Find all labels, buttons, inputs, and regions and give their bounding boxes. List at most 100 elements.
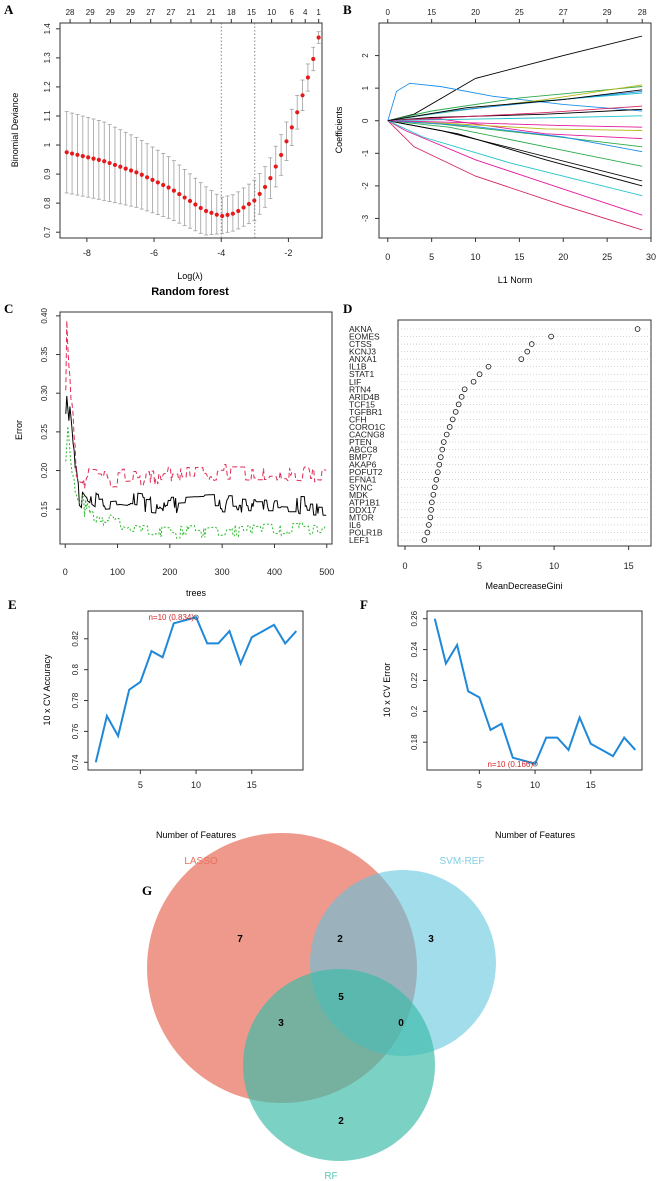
x-tick-label: 5 <box>138 780 143 790</box>
gene-label: MDK <box>349 490 368 500</box>
gini-point <box>440 439 447 445</box>
deviance-point <box>64 150 69 155</box>
coef-line <box>387 120 643 153</box>
axis-ticks-f: 5 10 15 0.18 0.2 0.22 0.24 0.26 <box>410 610 596 790</box>
coef-line <box>387 120 643 231</box>
gene-label: TCF15 <box>349 399 375 409</box>
top-tick-label-a: 27 <box>166 8 175 17</box>
y-tick-label: 0.2 <box>410 705 419 717</box>
deviance-point <box>134 170 139 175</box>
axis-ticks-c: 0 100 200 300 400 500 0.15 0.20 0.25 0.30 0.35 0.40 <box>40 308 334 577</box>
y-tick-label-c: 0.15 <box>40 501 49 517</box>
deviance-point <box>123 166 128 171</box>
axis-ticks-a: -8 -6 -4 -2 0.7 0.8 0.9 1 1.1 1.2 1.3 1.4 28 29 29 29 27… <box>43 8 321 258</box>
y-tick-label-a: 1.3 <box>43 52 52 64</box>
gene-label: EOMES <box>349 332 380 342</box>
deviance-point <box>193 202 198 207</box>
top-tick-label-b: 15 <box>427 8 436 17</box>
error-series <box>65 395 327 516</box>
gini-point <box>449 416 456 423</box>
top-tick-label-a: 21 <box>207 8 216 17</box>
y-tick-label-a: 1.2 <box>43 81 52 93</box>
gini-point <box>470 378 477 385</box>
x-tick-label-b: 5 <box>429 252 434 262</box>
x-tick-label-a: -2 <box>284 248 292 258</box>
deviance-point <box>171 188 177 193</box>
y-tick-label: 0.82 <box>71 630 80 646</box>
error-series <box>65 320 327 489</box>
gene-label: POLR1B <box>349 527 383 537</box>
deviance-point <box>279 152 284 158</box>
deviance-point <box>214 212 219 217</box>
plot-frame-b <box>378 22 652 239</box>
deviance-point <box>273 164 278 169</box>
coef-line <box>387 89 643 122</box>
panel-f-cv-error: F 5 10 150.180.20.220.240.26 n=10 (0.166) … <box>360 597 643 840</box>
panel-a-lasso-cv: A -8 -6 -4 -2 0.7 0.8 0.9 1 1.1 1.2 1.3 1.4 28 29 29 29… <box>4 2 323 298</box>
deviance-point <box>80 153 85 159</box>
gini-point <box>443 431 450 438</box>
deviance-point <box>145 175 150 180</box>
axis-ticks-d: 0 5 10 15 <box>402 546 634 571</box>
x-tick-label-c: 100 <box>110 567 125 577</box>
deviance-point <box>118 164 123 169</box>
gini-point <box>485 363 492 370</box>
deviance-point <box>102 159 107 164</box>
deviance-point <box>268 176 273 181</box>
gene-label: ABCC8 <box>349 445 378 455</box>
gene-label: ANXA1 <box>349 354 377 364</box>
venn-label-svm-ref: SVM-REF <box>440 856 485 867</box>
deviance-point <box>182 195 187 200</box>
deviance-point <box>161 182 166 188</box>
gene-label: DDX17 <box>349 505 377 515</box>
x-tick-label-d: 15 <box>624 561 634 571</box>
top-tick-label-a: 29 <box>106 8 115 17</box>
axis-xlabel-d: MeanDecreaseGini <box>485 581 562 591</box>
deviance-point <box>139 172 144 177</box>
plot-frame-e <box>87 610 304 771</box>
deviance-point <box>225 212 230 217</box>
gene-label: STAT1 <box>349 369 374 379</box>
x-tick-label-b: 10 <box>471 252 481 262</box>
accuracy-line <box>94 614 298 763</box>
panel-e-cv-accuracy: E 5 10 150.740.760.780.80.82 n=10 (0.834) … <box>8 597 304 840</box>
venn-circle-rf <box>243 969 435 1161</box>
x-tick-label-a: -8 <box>83 248 91 258</box>
gini-point <box>548 333 554 340</box>
coef-line <box>387 120 643 131</box>
y-tick-label-c: 0.25 <box>40 424 49 440</box>
deviance-point <box>209 210 214 215</box>
y-tick-label-a: 1.4 <box>43 23 52 35</box>
coef-line <box>387 86 643 122</box>
deviance-point <box>284 139 289 144</box>
deviance-point <box>252 198 257 203</box>
gene-label: PTEN <box>349 437 372 447</box>
deviance-point <box>107 160 112 166</box>
plot-frame-a <box>59 22 323 239</box>
axis-xlabel-b: L1 Norm <box>498 275 533 285</box>
deviance-point <box>289 125 294 130</box>
deviance-point <box>86 155 91 160</box>
top-tick-label-a: 28 <box>66 8 75 17</box>
axis-ylabel-e: 10 x CV Accuracy <box>42 654 52 726</box>
gene-label: CTSS <box>349 339 372 349</box>
error-series <box>65 426 327 539</box>
venn-label-rf: RF <box>324 1171 337 1181</box>
top-tick-label-b: 27 <box>559 8 568 17</box>
gini-point <box>452 409 459 415</box>
gini-point <box>426 522 432 528</box>
y-tick-label-a: 0.9 <box>43 168 52 180</box>
deviance-point <box>246 201 252 207</box>
x-tick-label-b: 0 <box>385 252 390 262</box>
panel-c-rf-error: C 0 100 200 300 400 500 0.15 0.20 0.25 0.30 0.35 0.… <box>4 301 334 598</box>
x-tick-label-d: 5 <box>477 561 482 571</box>
x-tick-label: 15 <box>586 780 596 790</box>
top-tick-label-a: 6 <box>290 8 295 17</box>
gini-point <box>437 454 444 460</box>
x-tick-label-c: 500 <box>319 567 334 577</box>
plot-frame-f <box>426 610 643 771</box>
y-tick-label-c: 0.35 <box>40 346 49 362</box>
gene-label: SYNC <box>349 482 373 492</box>
top-tick-label-a: 4 <box>303 8 308 17</box>
